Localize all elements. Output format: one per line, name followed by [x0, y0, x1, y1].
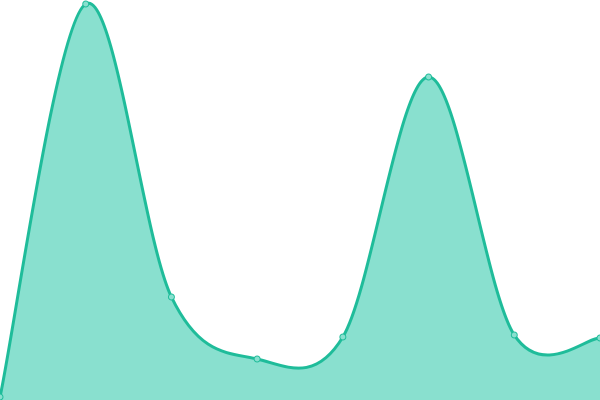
data-point — [167, 293, 175, 301]
data-point — [82, 0, 90, 8]
area-fill — [0, 3, 600, 400]
data-point — [510, 331, 518, 339]
data-point — [0, 393, 4, 400]
data-point — [425, 73, 433, 81]
data-point — [596, 334, 600, 342]
data-point — [253, 355, 261, 363]
data-point — [339, 333, 347, 341]
